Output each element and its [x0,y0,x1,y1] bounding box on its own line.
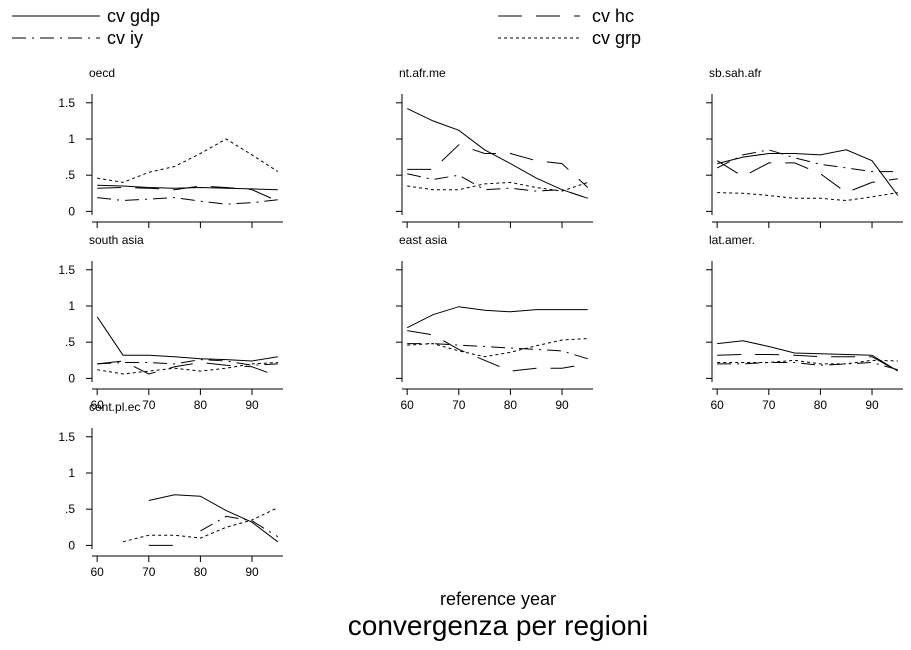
y-tick-label: 0 [68,538,75,552]
x-tick-label: 90 [245,398,259,412]
panel-title: nt.afr.me [399,66,446,80]
y-tick-label: 0 [68,371,75,385]
x-tick-label: 80 [814,398,828,412]
x-tick-label: 60 [710,398,724,412]
series-line-cv-gdp [96,316,278,362]
x-tick-label: 80 [504,398,518,412]
series-line-cv-grp [122,507,279,543]
panel-lat-amer: lat.amer. 60 70 80 90 [706,233,903,412]
series-line-cv-grp [407,181,588,192]
legend-label-cv-iy: cv iy [107,28,143,48]
panel-cent-pl-ec: cent.pl.ec 0 .5 1 1.5 60 70 80 90 [58,400,283,579]
y-tick-label: 1 [68,299,75,313]
series-line-cv-grp [717,359,898,365]
y-tick-label: .5 [65,168,75,182]
series-line-cv-gdp [717,149,899,196]
x-tick-label: 80 [194,565,208,579]
legend-entry-cv-gdp: cv gdp [12,6,160,26]
legend: cv gdp cv hc cv iy cv grp [12,6,641,48]
x-tick-label: 80 [194,398,208,412]
legend-label-cv-hc: cv hc [592,6,634,26]
y-tick-label: .5 [65,502,75,516]
y-tick-label: 1.5 [58,430,75,444]
legend-entry-cv-grp: cv grp [498,28,641,48]
y-tick-label: 1.5 [58,96,75,110]
panel-title: oecd [89,66,115,80]
series-line-cv-iy [717,361,898,371]
chart-title: convergenza per regioni [348,610,648,641]
series-line-cv-gdp [406,108,588,199]
y-tick-label: 1.5 [58,263,75,277]
panel-east-asia: east asia 60 70 80 90 [396,233,593,412]
series-line-cv-hc [97,360,278,377]
series-line-cv-grp [97,362,278,375]
series-line-cv-grp [407,338,588,358]
x-tick-label: 90 [865,398,879,412]
panel-title: sb.sah.afr [709,66,762,80]
panel-south-asia: south asia 0 .5 1 1.5 60 70 80 90 [58,233,283,412]
legend-entry-cv-iy: cv iy [12,28,143,48]
series-line-cv-gdp [148,494,279,543]
x-tick-label: 70 [762,398,776,412]
x-tick-label: 90 [245,565,259,579]
panel-nt-afr-me: nt.afr.me [396,66,593,228]
x-tick-label: 70 [452,398,466,412]
series-line-cv-hc [716,160,898,194]
series-line-cv-hc [407,144,589,188]
x-tick-label: 90 [555,398,569,412]
series-line-cv-iy [97,197,278,205]
legend-label-cv-grp: cv grp [592,28,641,48]
series-line-cv-iy [407,173,588,199]
x-tick-label: 60 [90,565,104,579]
panel-title: south asia [89,233,144,247]
series-line-cv-grp [97,138,279,183]
x-tick-label: 60 [400,398,414,412]
series-line-cv-grp [717,192,898,202]
y-tick-label: 1 [68,466,75,480]
panel-sb-sah-afr: sb.sah.afr [706,66,903,228]
y-tick-label: .5 [65,335,75,349]
x-axis-label: reference year [440,589,556,609]
y-tick-label: 0 [68,204,75,218]
series-line-cv-iy [716,149,898,173]
x-tick-label: 70 [142,565,156,579]
panel-title: east asia [399,233,447,247]
panel-oecd: oecd 0 .5 1 1.5 [58,66,283,228]
x-tick-label: 60 [90,398,104,412]
legend-label-cv-gdp: cv gdp [107,6,160,26]
panel-title: cent.pl.ec [89,400,140,414]
legend-entry-cv-hc: cv hc [498,6,634,26]
series-line-cv-hc [97,185,279,202]
series-line-cv-gdp [406,306,588,329]
series-line-cv-hc [717,354,899,372]
panel-title: lat.amer. [709,233,755,247]
y-tick-label: 1 [68,132,75,146]
x-tick-label: 70 [142,398,156,412]
series-line-cv-iy [407,343,588,360]
series-line-cv-hc [407,330,588,372]
series-line-cv-gdp [717,340,899,372]
